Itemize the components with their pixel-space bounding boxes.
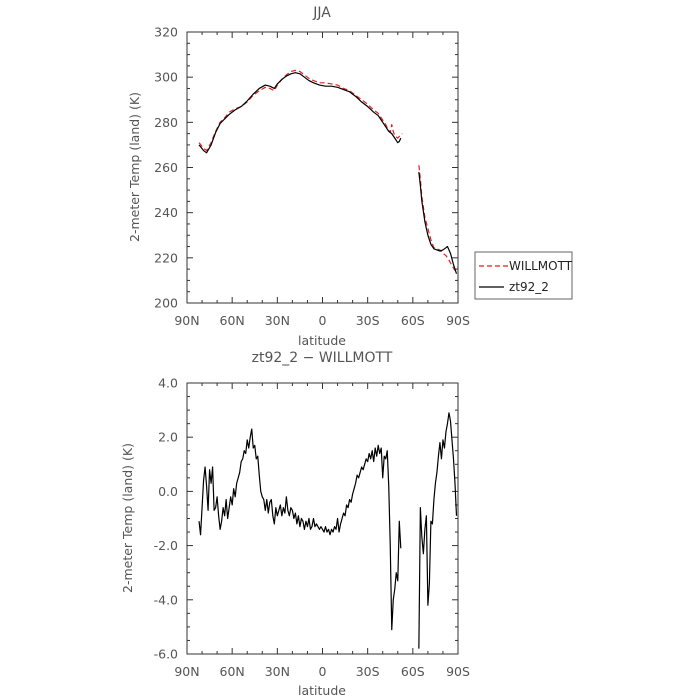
y-tick-label: 0.0 xyxy=(158,484,178,499)
x-tick-label: 0 xyxy=(319,664,327,679)
top-y-tick-labels: 200 220 240 260 280 300 320 xyxy=(154,25,178,311)
y-tick-label: 2.0 xyxy=(158,430,178,445)
x-tick-label: 60S xyxy=(401,313,425,328)
x-tick-label: 90S xyxy=(446,664,470,679)
bottom-series-lines xyxy=(198,412,458,649)
top-series-line-zt92-2 xyxy=(198,72,402,154)
x-tick-label: 30S xyxy=(356,313,380,328)
x-tick-label: 90N xyxy=(174,664,199,679)
x-tick-label: 30N xyxy=(265,664,290,679)
bottom-series-line-difference xyxy=(198,428,402,631)
top-y-axis-label: 2-meter Temp (land) (K) xyxy=(127,92,142,242)
y-tick-label: 240 xyxy=(154,205,178,220)
x-tick-label: 60N xyxy=(220,313,245,328)
top-ticks xyxy=(186,31,459,304)
top-series-line-zt92-2 xyxy=(418,171,458,274)
y-tick-label: 4.0 xyxy=(158,376,178,391)
legend-label-zt92: zt92_2 xyxy=(509,280,549,294)
x-tick-label: 60N xyxy=(220,664,245,679)
x-tick-label: 0 xyxy=(319,313,327,328)
top-x-axis-label: latitude xyxy=(298,333,346,348)
bottom-chart: zt92_2 − WILLMOTT 90N 60N 30N 0 30S 60S 90S -6… xyxy=(120,350,470,698)
top-chart-title: JJA xyxy=(312,5,331,21)
bottom-series-line-difference xyxy=(418,412,458,649)
bottom-ticks xyxy=(186,382,459,655)
top-x-tick-labels: 90N 60N 30N 0 30S 60S 90S xyxy=(174,313,470,328)
top-plot-frame xyxy=(186,31,459,304)
y-tick-label: 280 xyxy=(154,115,178,130)
x-tick-label: 60S xyxy=(401,664,425,679)
legend: WILLMOTT zt92_2 xyxy=(474,251,573,300)
top-series-lines xyxy=(198,69,458,274)
x-tick-label: 30S xyxy=(356,664,380,679)
bottom-chart-title: zt92_2 − WILLMOTT xyxy=(252,350,393,366)
y-tick-label: 200 xyxy=(154,296,178,311)
top-series-line-willmott xyxy=(198,69,403,152)
top-chart: JJA 90N 60N 30N 0 30S 60S 90S 200 220 240 260 280 3… xyxy=(127,5,573,348)
legend-box xyxy=(474,251,573,300)
y-tick-label: 220 xyxy=(154,250,178,265)
y-tick-label: 260 xyxy=(154,160,178,175)
x-tick-label: 90N xyxy=(174,313,199,328)
y-tick-label: -4.0 xyxy=(154,592,178,607)
bottom-y-axis-label: 2-meter Temp (land) (K) xyxy=(120,443,135,593)
y-tick-label: -2.0 xyxy=(154,538,178,553)
bottom-y-tick-labels: -6.0 -4.0 -2.0 0.0 2.0 4.0 xyxy=(154,376,178,662)
top-series-line-willmott xyxy=(418,165,458,274)
y-tick-label: 320 xyxy=(154,25,178,40)
x-tick-label: 90S xyxy=(446,313,470,328)
y-tick-label: -6.0 xyxy=(154,647,178,662)
y-tick-label: 300 xyxy=(154,70,178,85)
bottom-x-axis-label: latitude xyxy=(298,683,346,698)
x-tick-label: 30N xyxy=(265,313,290,328)
bottom-x-tick-labels: 90N 60N 30N 0 30S 60S 90S xyxy=(174,664,470,679)
legend-label-willmott: WILLMOTT xyxy=(509,259,573,273)
